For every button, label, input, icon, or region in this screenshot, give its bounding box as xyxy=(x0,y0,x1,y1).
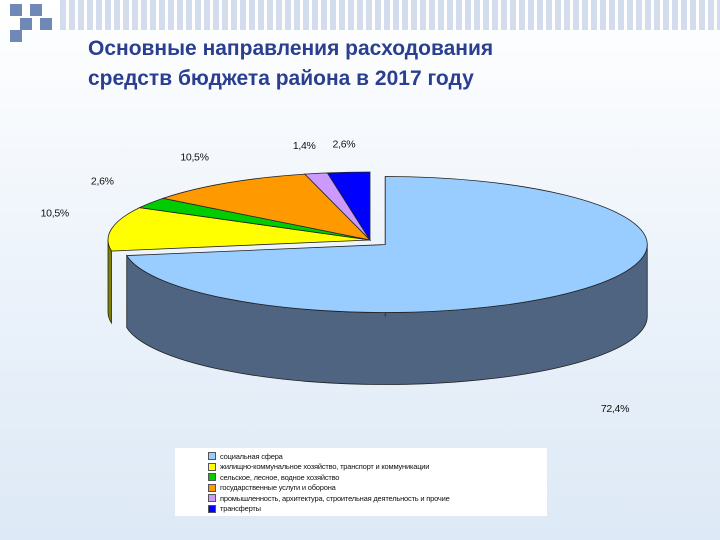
pie-slice xyxy=(326,171,371,242)
pie-slice xyxy=(126,176,648,313)
legend-swatch xyxy=(208,494,216,503)
legend-label: трансферты xyxy=(220,504,261,514)
data-label: 72,4% xyxy=(601,403,629,415)
data-label: 10,5% xyxy=(41,207,69,219)
pie-slice xyxy=(161,173,372,241)
legend-swatch xyxy=(208,483,216,492)
legend-item: сельское, лесное, водное хозяйство xyxy=(175,472,547,483)
legend-label: промышленность, архитектура, строительна… xyxy=(220,493,450,503)
legend-swatch xyxy=(208,504,216,513)
header-stripe-band xyxy=(60,0,720,30)
pie-slice xyxy=(107,207,371,252)
legend-item: трансферты xyxy=(175,504,547,515)
data-label: 2,6% xyxy=(91,176,114,188)
legend-label: социальная сфера xyxy=(220,451,283,461)
pie-slice-side xyxy=(107,239,112,325)
legend-item: жилищно-коммунальное хозяйство, транспор… xyxy=(175,462,547,473)
data-label: 1,4% xyxy=(293,140,316,152)
legend-swatch xyxy=(208,473,216,482)
legend-swatch xyxy=(208,452,216,461)
legend-label: государственные услуги и оборона xyxy=(220,483,336,493)
legend-item: социальная сфера xyxy=(175,451,547,462)
corner-decoration xyxy=(0,0,60,45)
data-label: 2,6% xyxy=(333,138,356,150)
data-label: 10,5% xyxy=(180,152,208,164)
legend-item: промышленность, архитектура, строительна… xyxy=(175,493,547,504)
legend-label: сельское, лесное, водное хозяйство xyxy=(220,472,340,482)
title-line-1: Основные направления расходования xyxy=(88,37,494,60)
legend-swatch xyxy=(208,462,216,471)
page-title: Основные направления расходования средст… xyxy=(88,34,688,94)
chart-legend: социальная сфера жилищно-коммунальное хо… xyxy=(175,448,547,516)
title-line-2: средств бюджета района в 2017 году xyxy=(88,67,474,90)
legend-item: государственные услуги и оборона xyxy=(175,483,547,494)
legend-label: жилищно-коммунальное хозяйство, транспор… xyxy=(220,462,430,472)
